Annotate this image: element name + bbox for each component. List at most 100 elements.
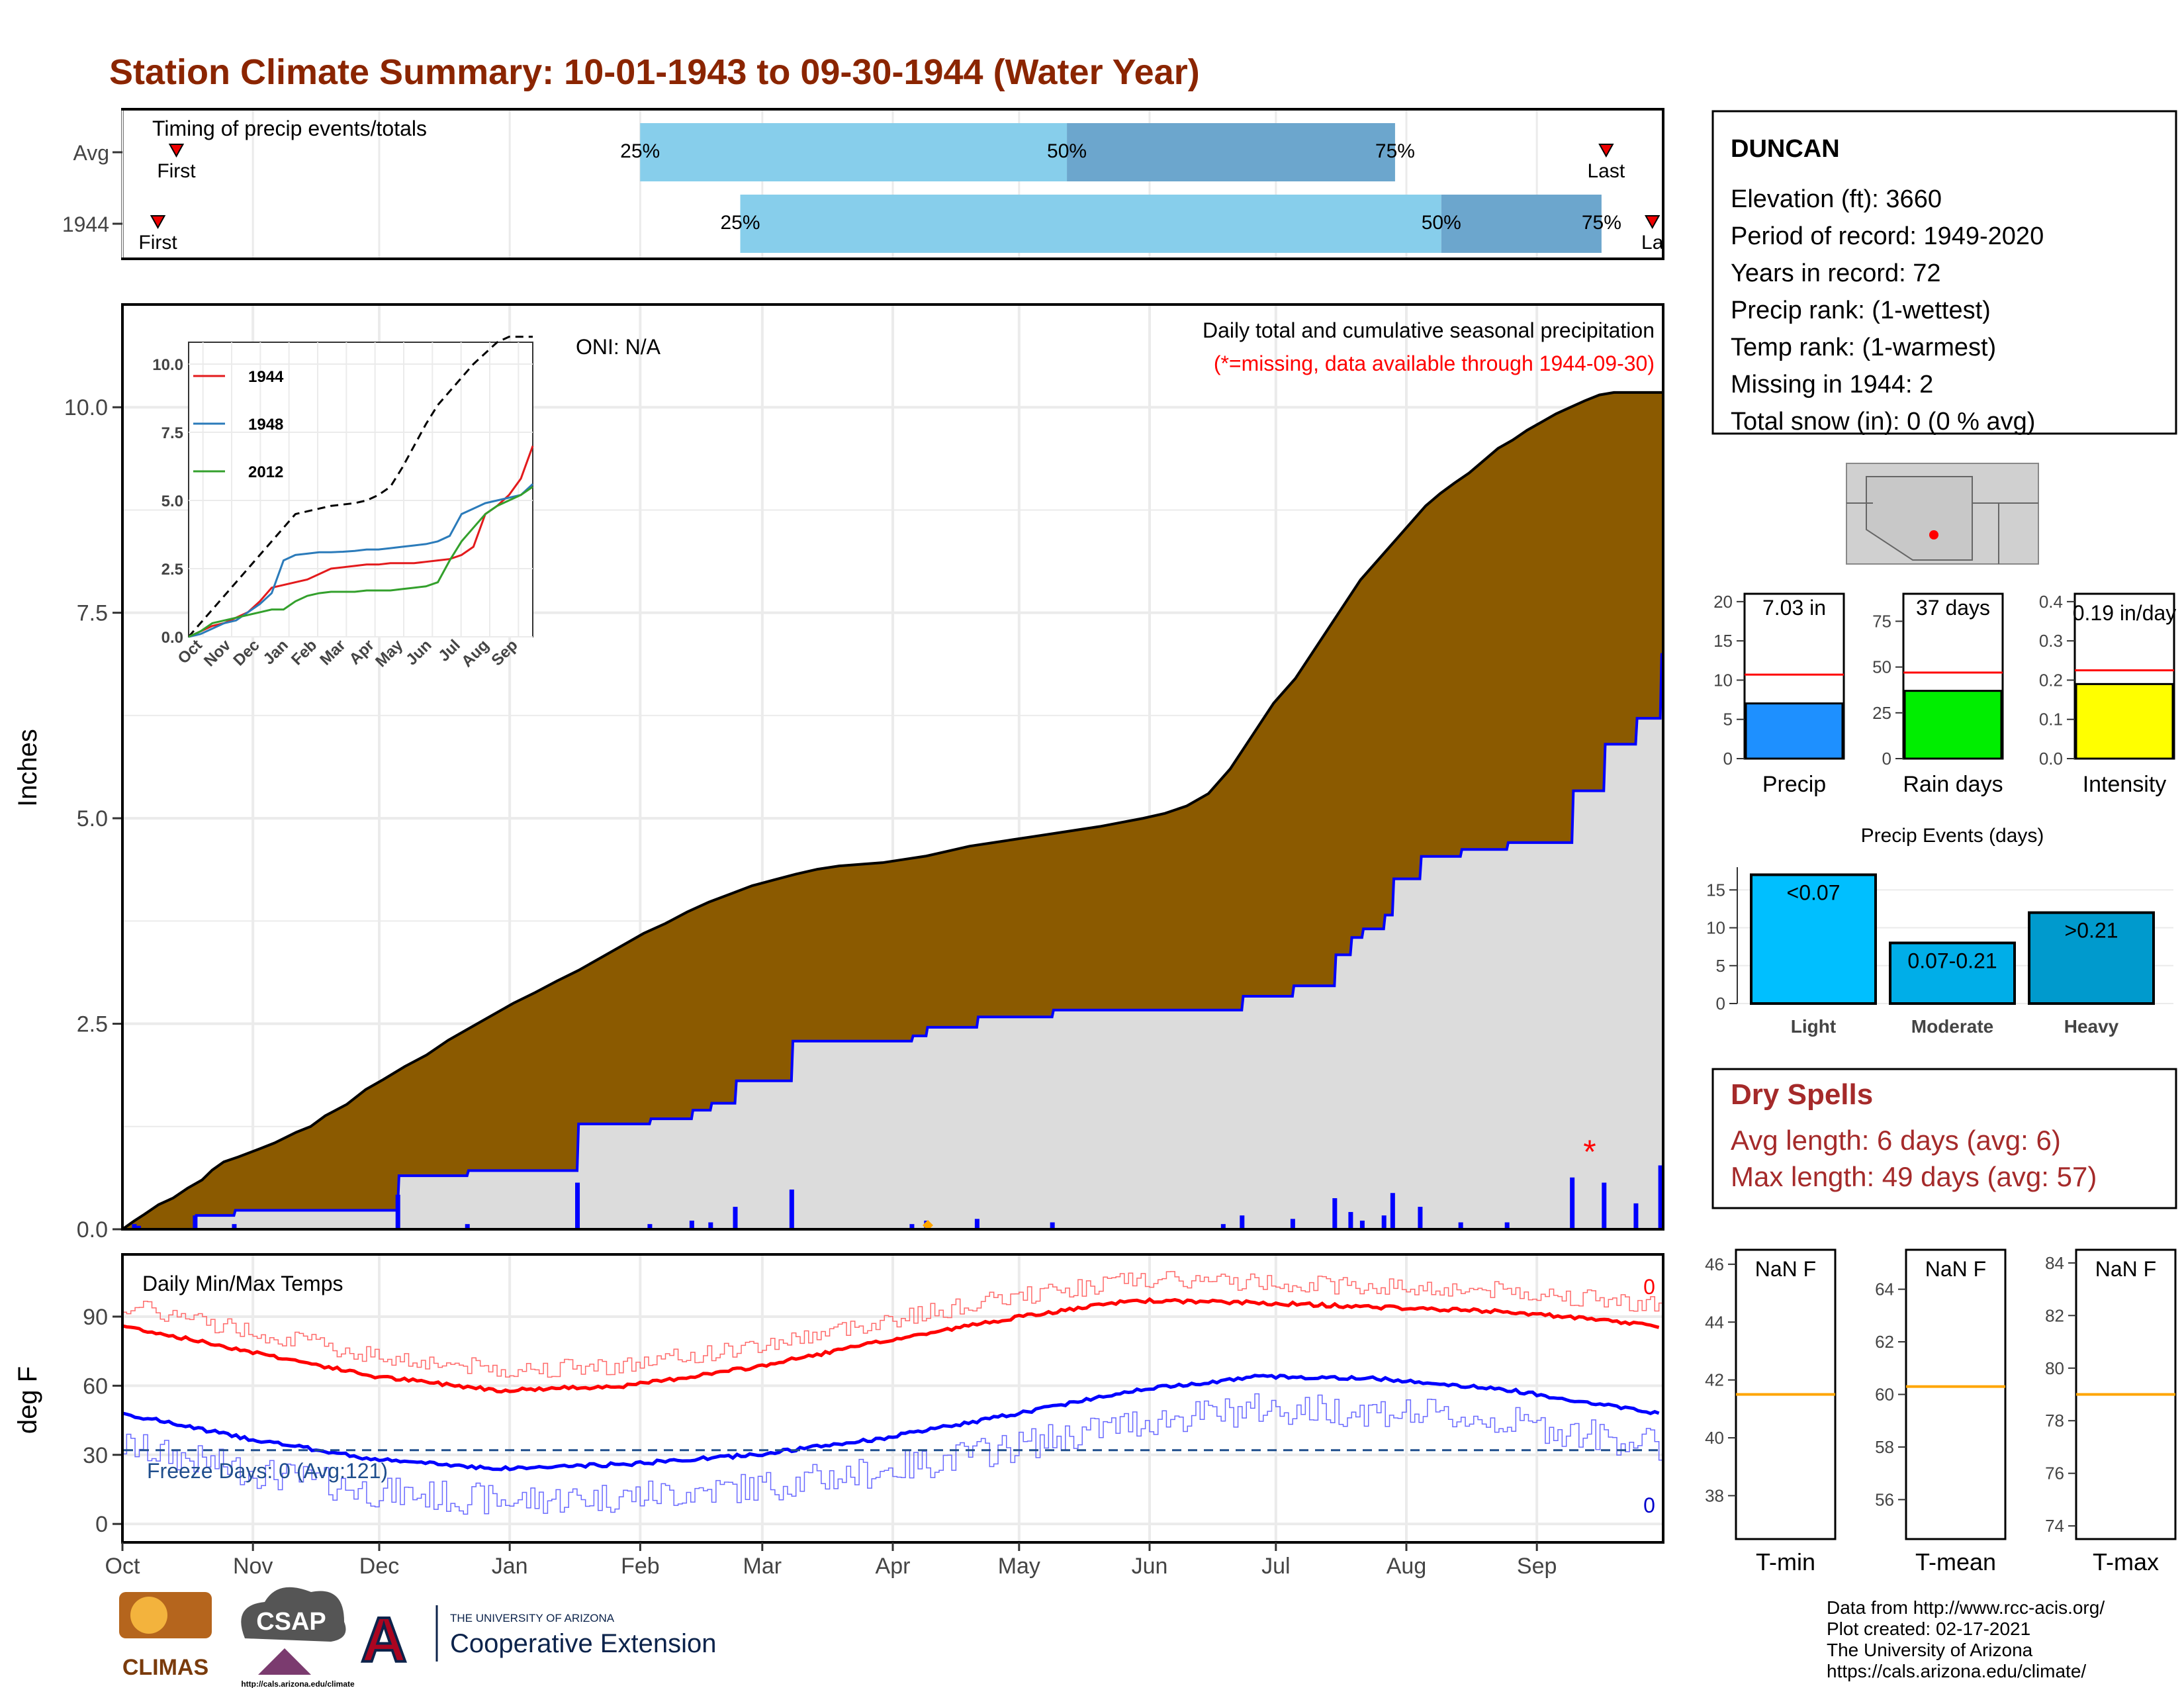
page-title: Station Climate Summary: 10-01-1943 to 0… xyxy=(109,52,1200,92)
daily-precip-bar xyxy=(708,1222,713,1229)
mini-bar-tick-label: 0.1 xyxy=(2039,710,2063,729)
ua-logo-small-text: THE UNIVERSITY OF ARIZONA xyxy=(450,1612,615,1624)
credit-line: Data from http://www.rcc-acis.org/ xyxy=(1827,1597,2105,1618)
daily-precip-bar xyxy=(395,1194,400,1229)
daily-precip-bar xyxy=(1220,1224,1226,1229)
daily-precip-bar xyxy=(1570,1177,1575,1229)
timing-bar-early xyxy=(740,195,1441,253)
daily-precip-bar xyxy=(1658,1165,1663,1229)
daily-precip-bar xyxy=(909,1224,915,1229)
temp-panel-tick-label: 56 xyxy=(1875,1489,1894,1509)
dry-spells-title: Dry Spells xyxy=(1731,1078,1873,1111)
last-event-marker xyxy=(1645,215,1661,230)
csap-logo: CSAP http://cals.arizona.edu/climate xyxy=(241,1587,355,1688)
temp-panel-value-label: NaN F xyxy=(1925,1257,1986,1281)
daily-precip-bar xyxy=(1381,1215,1387,1229)
precip-events-category-label: Heavy xyxy=(2064,1016,2119,1037)
precip-events-bar xyxy=(2028,911,2155,1005)
last-event-label: La xyxy=(1641,232,1664,254)
station-info-frame xyxy=(1711,110,2177,435)
station-elevation: Elevation (ft): 3660 xyxy=(1731,185,1942,213)
missing-data-marker: * xyxy=(1583,1133,1596,1170)
month-tick-label: Mar xyxy=(743,1554,782,1579)
timing-row-label: Avg xyxy=(73,141,109,165)
dry-spells-box: Dry Spells Avg length: 6 days (avg: 6) M… xyxy=(1711,1068,2177,1209)
precip-events-tick-label: 15 xyxy=(1706,880,1725,900)
mini-bar-value xyxy=(1745,702,1844,760)
precip-events-tick-label: 10 xyxy=(1706,918,1725,938)
ua-logo-mark: A xyxy=(361,1605,406,1675)
mini-bar-category-label: Intensity xyxy=(2083,772,2167,797)
temperature-summary-panels: 38 40 42 44 46 NaN F T-min 56 58 60 62 64 NaN F T-mea… xyxy=(1705,1248,2177,1575)
month-tick-label: Dec xyxy=(359,1554,399,1579)
avg-cumulative-line xyxy=(121,391,1663,1231)
precip-events-title: Precip Events (days) xyxy=(1861,825,2044,847)
credit-line: https://cals.arizona.edu/climate/ xyxy=(1827,1661,2086,1681)
temp-panel-tick-label: 78 xyxy=(2045,1411,2064,1430)
first-event-marker xyxy=(168,144,185,158)
month-tick-label: Jan xyxy=(492,1554,528,1579)
daily-precip-bar xyxy=(689,1220,694,1229)
daily-precip-bar xyxy=(132,1224,137,1229)
temps-y-axis-label: deg F xyxy=(13,1366,42,1434)
inset-frame xyxy=(188,342,533,637)
last-event-label: Last xyxy=(1588,160,1625,182)
mini-bar-tick-label: 25 xyxy=(1872,703,1891,723)
temp-panel-tick-label: 74 xyxy=(2045,1516,2064,1536)
inset-legend-label: 1948 xyxy=(248,416,283,434)
first-event-label: First xyxy=(157,160,196,182)
temp-panel-tick-label: 82 xyxy=(2045,1305,2064,1325)
precip-events-bar xyxy=(1750,873,1877,1006)
inset-y-tick-label: 2.5 xyxy=(161,561,183,579)
inset-y-tick-label: 5.0 xyxy=(161,492,183,510)
mini-bar-tick-label: 0.4 xyxy=(2039,592,2063,612)
precip-y-tick-label: 5.0 xyxy=(77,806,108,831)
mini-bar-tick-label: 20 xyxy=(1713,592,1733,612)
ua-logo-big-text: Cooperative Extension xyxy=(450,1629,716,1658)
freeze-days-label: Freeze Days: 0 (Avg:121) xyxy=(147,1459,388,1483)
missing-data-note: (*=missing, data available through 1944-… xyxy=(1214,352,1655,375)
daily-precip-bar xyxy=(1633,1203,1639,1229)
inset-y-tick-label: 7.5 xyxy=(161,424,183,442)
record-max-temp-line xyxy=(122,1271,1663,1378)
daily-precip-bar xyxy=(647,1224,653,1229)
dry-spells-max: Max length: 49 days (avg: 57) xyxy=(1731,1161,2097,1192)
temp-panel-frame xyxy=(1905,1248,2007,1540)
precip-y-tick-label: 0.0 xyxy=(77,1217,108,1243)
station-period: Period of record: 1949-2020 xyxy=(1731,222,2044,250)
temp-panel-tick-label: 80 xyxy=(2045,1358,2064,1378)
temp-panel-tick-label: 76 xyxy=(2045,1464,2064,1483)
station-missing: Missing in 1944: 2 xyxy=(1731,371,1933,399)
daily-precip-bar xyxy=(1458,1222,1463,1229)
timing-bar-late xyxy=(1067,123,1395,181)
daily-precip-bar xyxy=(1348,1211,1353,1229)
precip-events-bar-label: <0.07 xyxy=(1787,880,1841,904)
cumulative-inset-chart: 0.02.55.07.510.0OctNovDecJanFebMarAprMay… xyxy=(152,336,534,671)
mini-bar-tick-label: 0.2 xyxy=(2039,670,2063,690)
temp-panel-tick-label: 60 xyxy=(1875,1385,1894,1405)
daily-precip-bar xyxy=(1602,1182,1607,1229)
mini-bar-tick-label: 15 xyxy=(1713,631,1733,651)
month-tick-label: Nov xyxy=(233,1554,273,1579)
month-tick-label: Jun xyxy=(1132,1554,1168,1579)
month-tick-label: Apr xyxy=(876,1554,911,1579)
precip-panel: 0.0 2.5 5.0 7.5 10.0 Inches ONI: N/A Daily t… xyxy=(13,303,1664,1243)
oni-label: ONI: N/A xyxy=(576,335,661,359)
daily-precip-bar xyxy=(232,1224,237,1229)
temps-panel: 0 30 60 90 deg F Daily Min/Max Temps Freeze… xyxy=(13,1253,1664,1579)
mini-bar-tick-label: 75 xyxy=(1872,612,1891,632)
precip-y-tick-label: 7.5 xyxy=(77,601,108,626)
daily-precip-bar xyxy=(789,1190,794,1229)
csap-logo-cloud xyxy=(241,1587,346,1642)
mini-bar-tick-label: 0 xyxy=(1723,749,1733,769)
first-event-label: First xyxy=(138,232,177,254)
precip-events-bar-label: 0.07-0.21 xyxy=(1907,949,1997,972)
temp-panel-label: T-max xyxy=(2093,1548,2159,1575)
mini-bar-tick-label: 5 xyxy=(1723,710,1733,729)
avg-min-temp-line xyxy=(122,1374,1660,1472)
precip-events-tick-label: 0 xyxy=(1716,994,1725,1013)
mini-bar-tick-label: 50 xyxy=(1872,657,1891,677)
temp-panel-tick-label: 84 xyxy=(2045,1253,2064,1273)
temps-y-tick-label: 0 xyxy=(95,1512,108,1537)
precip-events-chart: Precip Events (days) 0 5 10 15 <0.07 Light 0.07… xyxy=(1706,825,2173,1037)
